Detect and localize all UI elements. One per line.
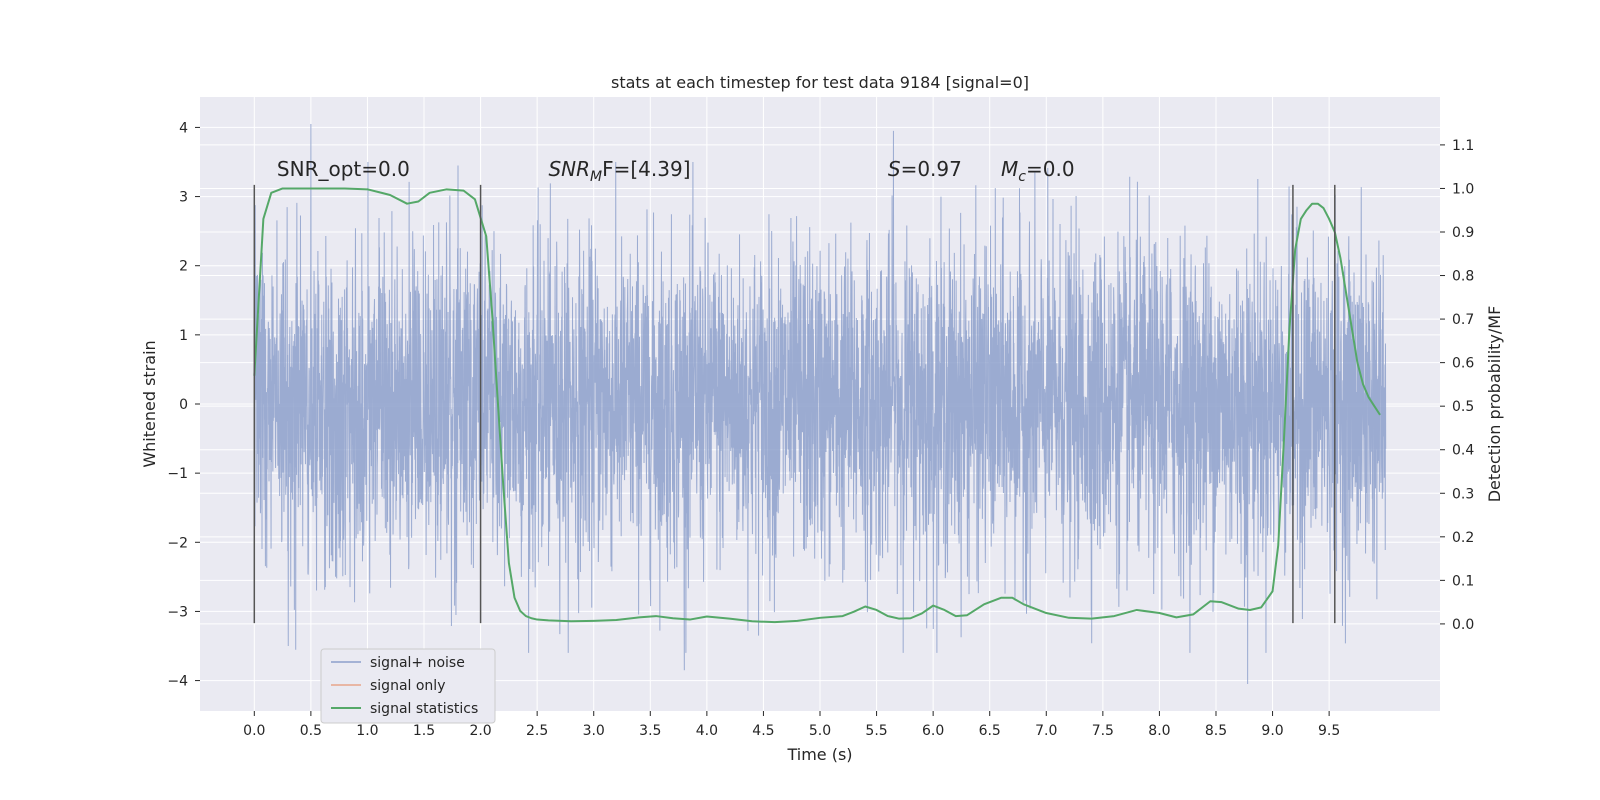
y-tick-label: 2 — [179, 259, 188, 275]
x-axis-ticks: 0.0 0.5 1.0 1.5 2.0 2.5 3.0 3.5 4.0 4.5 5.0 5.5 6.0 6… — [243, 711, 1340, 739]
y2-tick-label: 0.0 — [1452, 617, 1474, 633]
y2-tick-label: 0.3 — [1452, 486, 1474, 502]
x-tick-label: 7.0 — [1035, 723, 1057, 739]
y2-tick-label: 1.1 — [1452, 138, 1474, 154]
annotation-2: S=0.97 — [888, 157, 962, 181]
y2-tick-label: 0.8 — [1452, 269, 1474, 285]
y-tick-label: −3 — [167, 604, 188, 620]
x-tick-label: 4.5 — [752, 723, 774, 739]
y2-tick-label: 0.4 — [1452, 443, 1474, 459]
y-tick-label: −2 — [167, 535, 188, 551]
x-tick-label: 7.5 — [1092, 723, 1114, 739]
y-tick-label: −4 — [167, 674, 188, 690]
y2-tick-label: 1.0 — [1452, 181, 1474, 197]
legend-label-signal-noise: signal+ noise — [370, 655, 465, 671]
x-tick-label: 5.0 — [809, 723, 831, 739]
annotation-0: SNR_opt=0.0 — [277, 157, 410, 181]
x-tick-label: 0.0 — [243, 723, 265, 739]
y-axis-label: Whitened strain — [140, 340, 159, 467]
x-tick-label: 1.5 — [413, 723, 435, 739]
x-tick-label: 9.5 — [1318, 723, 1340, 739]
x-tick-label: 2.5 — [526, 723, 548, 739]
y2-axis-label: Detection probability/MF — [1485, 306, 1504, 503]
legend-label-signal-statistics: signal statistics — [370, 701, 478, 717]
x-tick-label: 4.0 — [696, 723, 718, 739]
x-tick-label: 6.5 — [979, 723, 1001, 739]
annotation-3: Mc=0.0 — [1001, 157, 1075, 185]
vertical-markers — [253, 184, 1336, 624]
noise-line — [253, 123, 1387, 685]
y2-axis-ticks: 0.0 0.1 0.2 0.3 0.4 0.5 0.6 0.7 0.8 0.9 1.0 1.1 — [1440, 138, 1474, 633]
annotation-1: SNRMF=[4.39] — [548, 157, 690, 185]
x-tick-label: 8.0 — [1148, 723, 1170, 739]
x-tick-label: 2.0 — [469, 723, 491, 739]
x-tick-label: 9.0 — [1261, 723, 1283, 739]
x-tick-label: 8.5 — [1205, 723, 1227, 739]
y-tick-label: −1 — [167, 466, 188, 482]
y2-tick-label: 0.7 — [1452, 312, 1474, 328]
annotations: SNR_opt=0.0 SNRMF=[4.39] S=0.97 Mc=0.0 — [277, 157, 1075, 185]
y-axis-ticks: −4 −3 −2 −1 0 1 2 3 4 — [167, 120, 200, 690]
y-tick-label: 0 — [179, 397, 188, 413]
x-tick-label: 3.5 — [639, 723, 661, 739]
x-tick-label: 6.0 — [922, 723, 944, 739]
y-tick-label: 1 — [179, 328, 188, 344]
x-tick-label: 5.5 — [865, 723, 887, 739]
series-signal-noise — [253, 123, 1387, 685]
y-tick-label: 4 — [179, 120, 188, 136]
x-tick-label: 1.0 — [356, 723, 378, 739]
legend-box — [320, 648, 496, 724]
x-tick-label: 3.0 — [583, 723, 605, 739]
x-axis-label: Time (s) — [786, 745, 852, 764]
legend-label-signal-only: signal only — [370, 678, 445, 694]
y2-tick-label: 0.1 — [1452, 573, 1474, 589]
y2-tick-label: 0.5 — [1452, 399, 1474, 415]
y-tick-label: 3 — [179, 190, 188, 206]
y2-tick-label: 0.6 — [1452, 356, 1474, 372]
chart-title: stats at each timestep for test data 918… — [611, 73, 1029, 92]
y2-tick-label: 0.9 — [1452, 225, 1474, 241]
y2-tick-label: 0.2 — [1452, 530, 1474, 546]
x-tick-label: 0.5 — [300, 723, 322, 739]
legend: signal+ noise signal only signal statist… — [320, 648, 496, 724]
